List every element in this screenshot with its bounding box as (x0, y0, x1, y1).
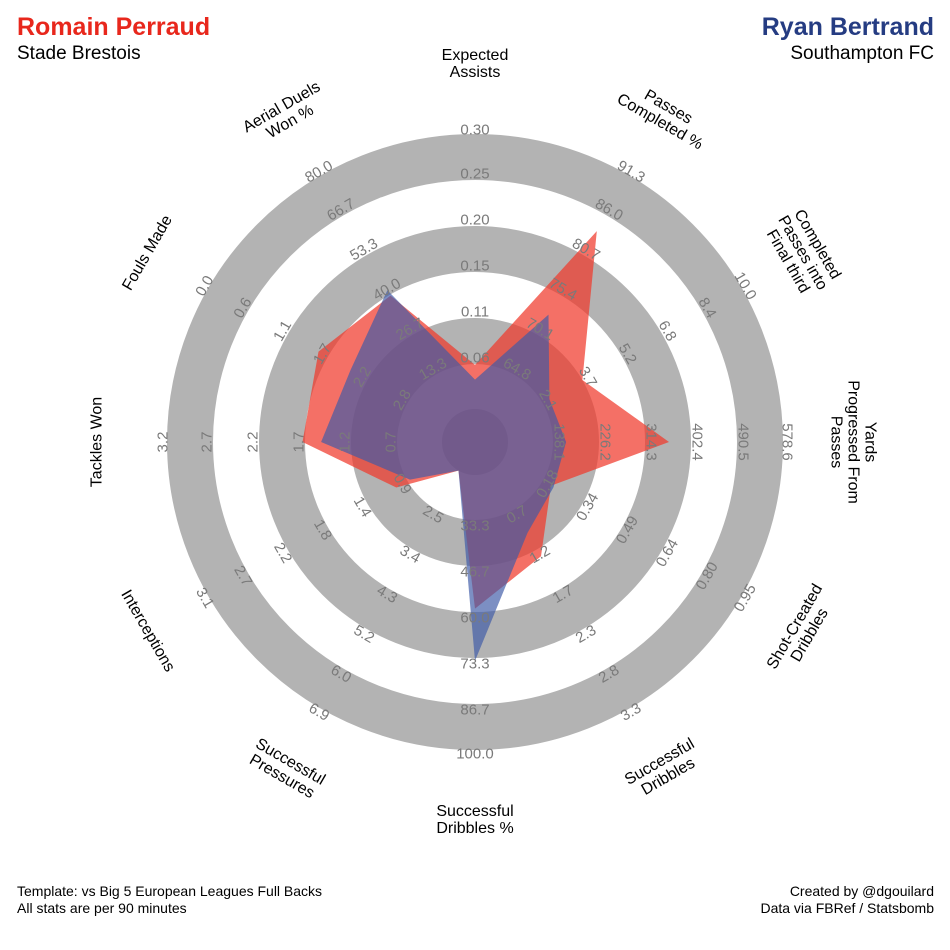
tick-label: 33.3 (460, 518, 489, 535)
tick-label: 0.11 (461, 304, 489, 321)
tick-label: 138.1 (551, 423, 568, 461)
player1-team: Stade Brestois (17, 43, 141, 64)
axis-label: Fouls Made (119, 212, 176, 293)
tick-label: 86.7 (460, 702, 489, 719)
player2-team: Southampton FC (790, 43, 934, 64)
per90-note: All stats are per 90 minutes (17, 900, 187, 916)
axis-label-line: Yards (862, 422, 879, 463)
tick-label: 100.0 (456, 746, 494, 763)
series-polygon-2 (321, 290, 567, 661)
radar-series (302, 231, 669, 661)
tick-label: 0.25 (460, 166, 489, 183)
tick-label: 402.4 (689, 423, 706, 461)
tick-label: 578.6 (779, 423, 796, 461)
tick-label: 60.0 (460, 610, 489, 627)
ring-band-3 (167, 134, 783, 750)
tick-label: 226.2 (597, 423, 614, 461)
tick-label: 46.7 (460, 564, 489, 581)
tick-label: 0.20 (460, 212, 489, 229)
axis-label: Interceptions (117, 587, 178, 675)
tick-label: 2.2 (245, 432, 262, 453)
tick-label: 0.06 (460, 350, 489, 367)
footer-right: Created by @dgouilard Data via FBRef / S… (760, 883, 934, 917)
tick-label: 0.30 (460, 122, 489, 139)
tick-label: 314.3 (643, 423, 660, 461)
axis-label-line: Expected (442, 47, 509, 64)
axis-label-line: Passes (828, 416, 845, 468)
tick-label: 3.2 (155, 432, 172, 453)
tick-label: 1.7 (291, 432, 308, 453)
player2-name: Ryan Bertrand (761, 13, 934, 41)
credit-note: Created by @dgouilard (789, 883, 934, 899)
tick-label: 0.15 (460, 258, 489, 275)
tick-label: 73.3 (460, 656, 489, 673)
axis-label-line: Fouls Made (119, 212, 176, 293)
axis-label-line: Successful (436, 803, 513, 820)
axis-label-line: Interceptions (117, 587, 178, 675)
tick-label: 1.2 (337, 432, 354, 453)
axis-label-line: Dribbles % (436, 820, 513, 837)
tick-label: 490.5 (735, 423, 752, 461)
player2-header: Ryan Bertrand Southampton FC (762, 12, 934, 66)
player1-name: Romain Perraud (17, 13, 211, 41)
tick-label: 2.7 (199, 432, 216, 453)
axis-label-line: Assists (450, 64, 501, 81)
axis-label-line: Tackles Won (89, 397, 106, 487)
tick-label: 0.7 (383, 432, 400, 453)
template-note: Template: vs Big 5 European Leagues Full… (17, 883, 323, 899)
footer-left: Template: vs Big 5 European Leagues Full… (17, 883, 322, 917)
axis-label-line: Progressed From (845, 380, 862, 504)
axis-label: Tackles Won (89, 397, 106, 487)
source-note: Data via FBRef / Statsbomb (760, 900, 934, 916)
player1-header: Romain Perraud Stade Brestois (17, 12, 210, 66)
